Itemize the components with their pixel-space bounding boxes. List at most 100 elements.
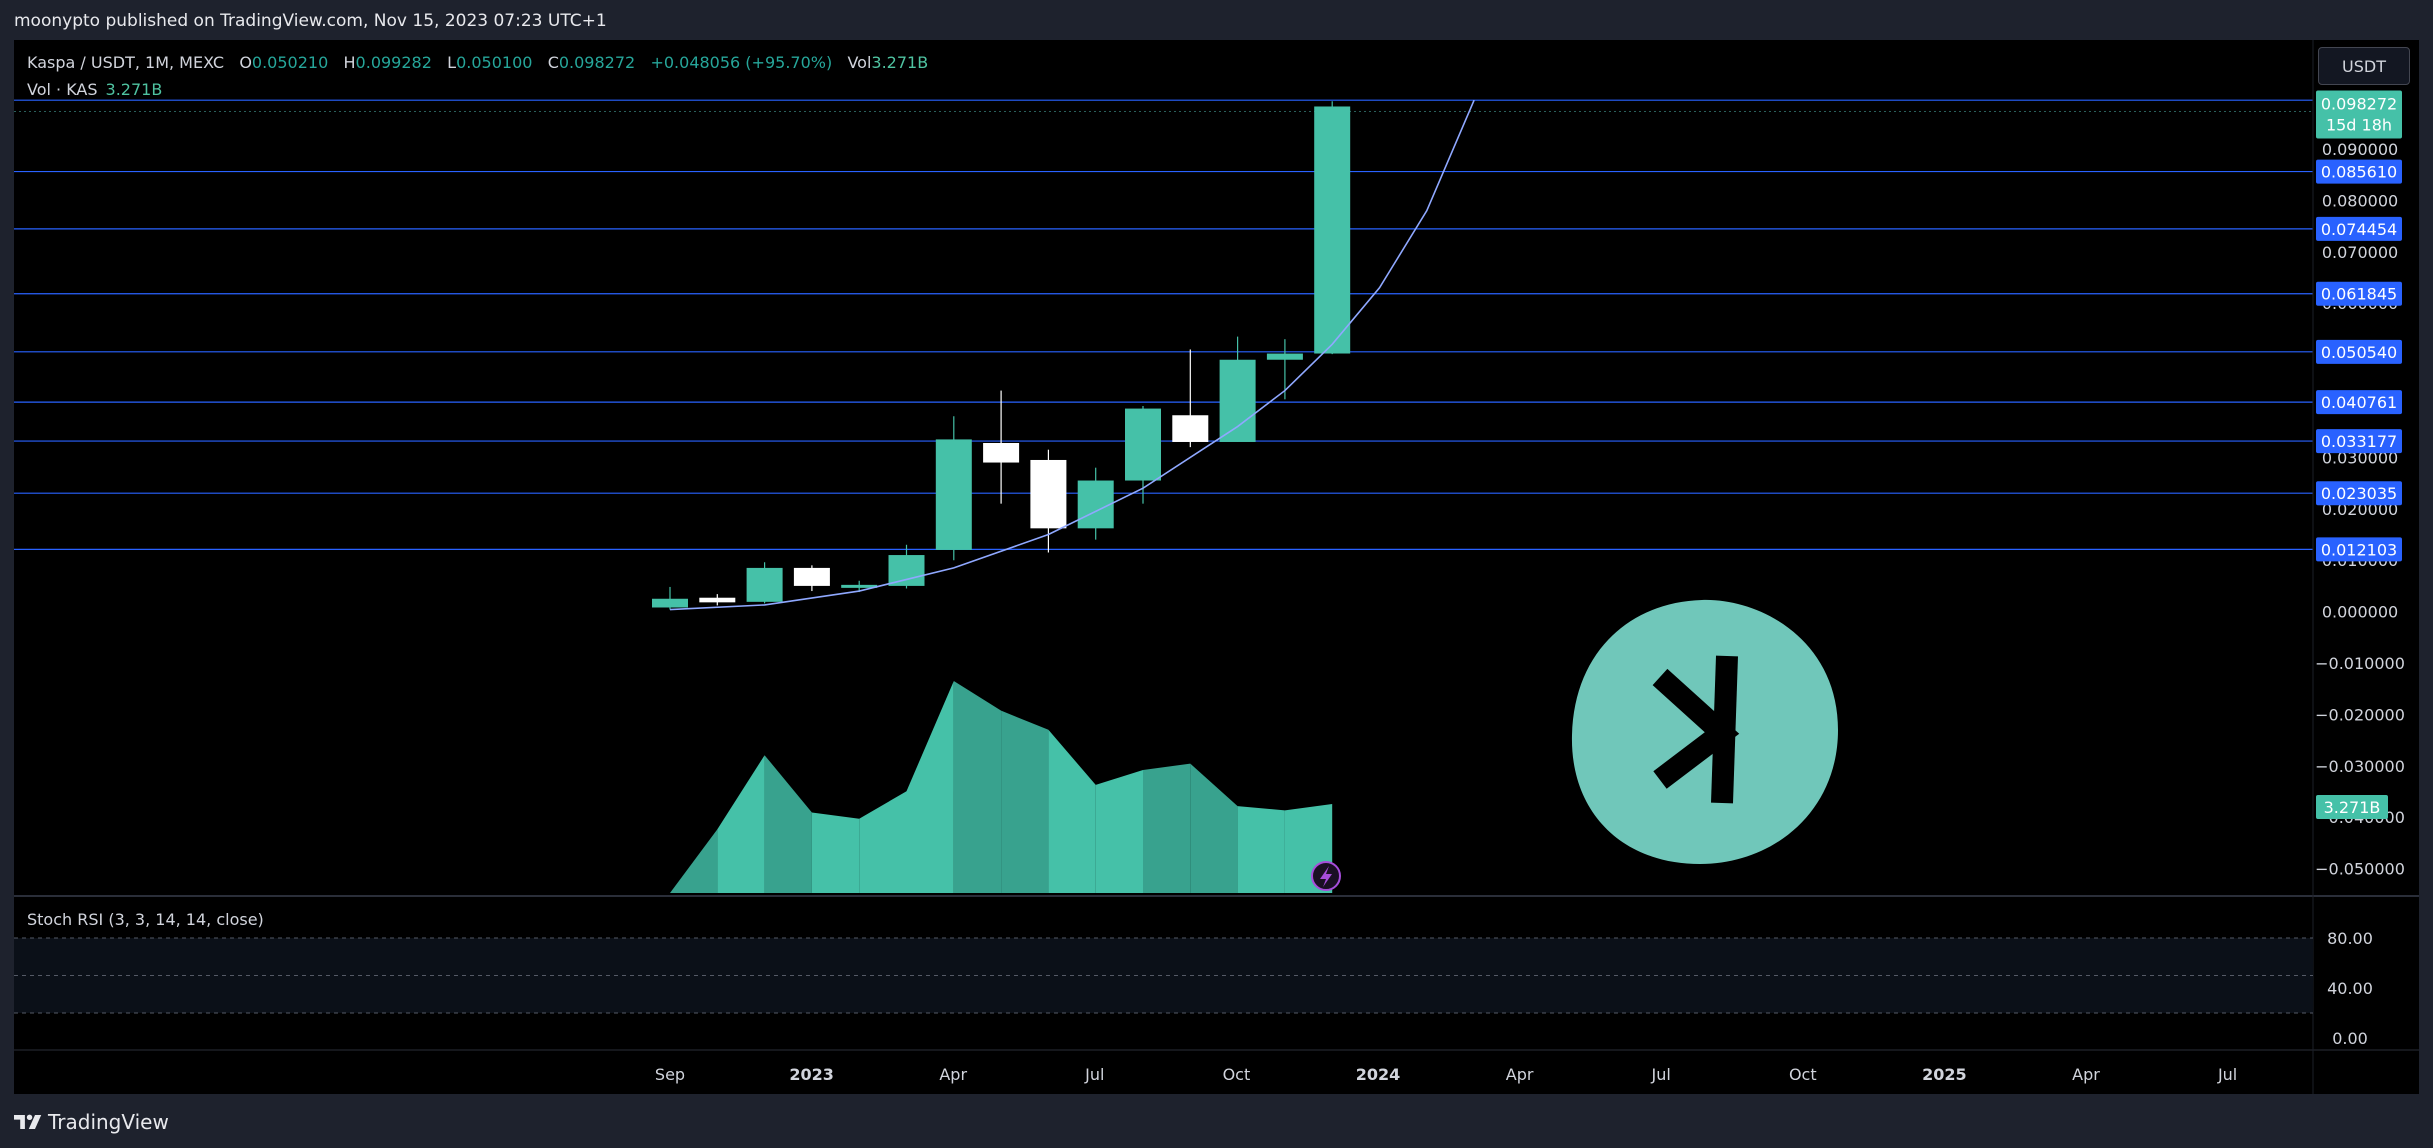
candle-body — [1266, 353, 1303, 360]
level-badge — [2316, 390, 2402, 415]
level-badge — [2316, 339, 2402, 364]
volume-segment — [859, 791, 907, 893]
volume-segment — [811, 812, 860, 893]
candle-body — [841, 584, 878, 588]
level-badge-label: 0.061845 — [2321, 285, 2397, 304]
level-badge — [2316, 216, 2402, 241]
high-label: H — [343, 53, 356, 72]
level-badge-label: 0.040761 — [2321, 393, 2397, 412]
time-tick: 2023 — [789, 1065, 834, 1084]
tradingview-logo-icon — [14, 1114, 42, 1129]
trend-curve — [669, 99, 1475, 611]
level-badge — [2316, 281, 2402, 306]
price-tick: 0.090000 — [2322, 140, 2398, 159]
volume-segment — [953, 681, 1002, 893]
price-axis: 0.0900000.0800000.0700000.0600000.050000… — [2315, 140, 2405, 879]
volume-layer — [670, 681, 1333, 893]
price-tick: −0.030000 — [2315, 757, 2405, 776]
volume-segment — [1143, 763, 1191, 893]
time-tick: Apr — [2072, 1065, 2100, 1084]
price-tick: −0.010000 — [2315, 654, 2405, 673]
volume-segment — [1237, 806, 1285, 893]
candles-layer — [652, 101, 1351, 610]
tradingview-brand[interactable]: TradingView — [14, 1110, 169, 1134]
volume-segment — [1095, 770, 1143, 893]
volume-segment — [1048, 729, 1096, 893]
symbol-label[interactable]: Kaspa / USDT, 1M, MEXC — [27, 53, 225, 72]
candle-body — [746, 567, 783, 602]
brand-label: TradingView — [48, 1110, 169, 1134]
price-tick: −0.020000 — [2315, 705, 2405, 724]
volume-segment — [670, 829, 718, 893]
candle-body — [1030, 459, 1067, 529]
chart-frame[interactable] — [14, 40, 2419, 1094]
level-badge-label: 0.050540 — [2321, 343, 2397, 362]
volume-segment — [1190, 763, 1238, 893]
level-badge-label: 0.023035 — [2321, 484, 2397, 503]
candle-body — [1219, 359, 1256, 442]
level-badge — [2316, 537, 2402, 562]
publisher-line: moonypto published on TradingView.com, N… — [14, 11, 607, 31]
candle-body — [1314, 106, 1351, 354]
level-badge-label: 0.085610 — [2321, 163, 2397, 182]
lightning-icon — [1311, 861, 1341, 891]
level-badge-label: 0.033177 — [2321, 432, 2397, 451]
stoch-tick: 0.00 — [2332, 1029, 2368, 1048]
price-tick: 0.030000 — [2322, 448, 2398, 467]
time-axis: Sep 2023 Apr Jul Oct 2024 Apr Jul Oct 2025 Apr Jul — [655, 1065, 2237, 1084]
level-badge — [2316, 159, 2402, 184]
vol-label: Vol — [847, 53, 872, 72]
close-value: 0.098272 — [558, 53, 636, 72]
curve-layer — [669, 99, 1475, 611]
currency-button[interactable]: USDT — [2318, 47, 2410, 85]
close-label: C — [547, 53, 559, 72]
last-price-badge — [2316, 90, 2402, 139]
open-label: O — [239, 53, 252, 72]
lightning-bolt — [1320, 866, 1332, 887]
candle-body — [652, 598, 688, 608]
volume-legend: Vol · KAS 3.271B — [27, 80, 162, 99]
candle-body — [1125, 408, 1161, 481]
volume-segment — [717, 755, 765, 893]
time-tick: Jul — [1651, 1065, 1671, 1084]
high-value: 0.099282 — [355, 53, 432, 72]
open-value: 0.050210 — [251, 53, 329, 72]
logo-bar — [1711, 655, 1738, 804]
level-badge-label: 0.012103 — [2321, 540, 2397, 559]
stoch-rsi-legend[interactable]: Stoch RSI (3, 3, 14, 14, close) — [27, 910, 264, 929]
stoch-tick: 40.00 — [2327, 979, 2373, 998]
volume-segment — [1001, 710, 1049, 893]
stoch-tick: 80.00 — [2327, 929, 2373, 948]
candle-body — [888, 555, 925, 586]
level-badge — [2316, 429, 2402, 454]
time-tick: Apr — [939, 1065, 967, 1084]
time-tick: Oct — [1223, 1065, 1251, 1084]
stoch-rsi-pane: 80.00 40.00 0.00 — [14, 40, 2419, 1094]
ohlc-legend: Kaspa / USDT, 1M, MEXC O0.050210 H0.0992… — [27, 53, 928, 72]
kaspa-logo-icon — [1571, 599, 1838, 864]
volume-segment — [764, 755, 812, 893]
volume-badge-label: 3.271B — [2324, 798, 2381, 817]
horizontal-levels — [14, 99, 2313, 550]
level-badge — [2316, 481, 2402, 506]
price-tick: −0.050000 — [2315, 860, 2405, 879]
last-price-label: 0.098272 — [2321, 94, 2397, 113]
time-tick: Jul — [2217, 1065, 2237, 1084]
change-value: +0.048056 (+95.70%) — [650, 53, 833, 72]
candle-body — [699, 597, 736, 603]
time-tick: Apr — [1506, 1065, 1534, 1084]
candle-body — [935, 439, 972, 550]
publish-header: moonypto published on TradingView.com, N… — [0, 0, 2433, 40]
time-tick: Jul — [1084, 1065, 1104, 1084]
candle-body — [983, 443, 1020, 463]
volume-legend-label[interactable]: Vol · KAS — [27, 80, 98, 99]
time-tick: 2024 — [1356, 1065, 1401, 1084]
candle-body — [793, 567, 830, 586]
volume-badge — [2316, 795, 2388, 819]
price-tick: 0.070000 — [2322, 243, 2398, 262]
time-tick: Oct — [1789, 1065, 1817, 1084]
candle-body — [1172, 415, 1209, 442]
candle-body — [1077, 480, 1114, 529]
price-tick: 0.080000 — [2322, 191, 2398, 210]
